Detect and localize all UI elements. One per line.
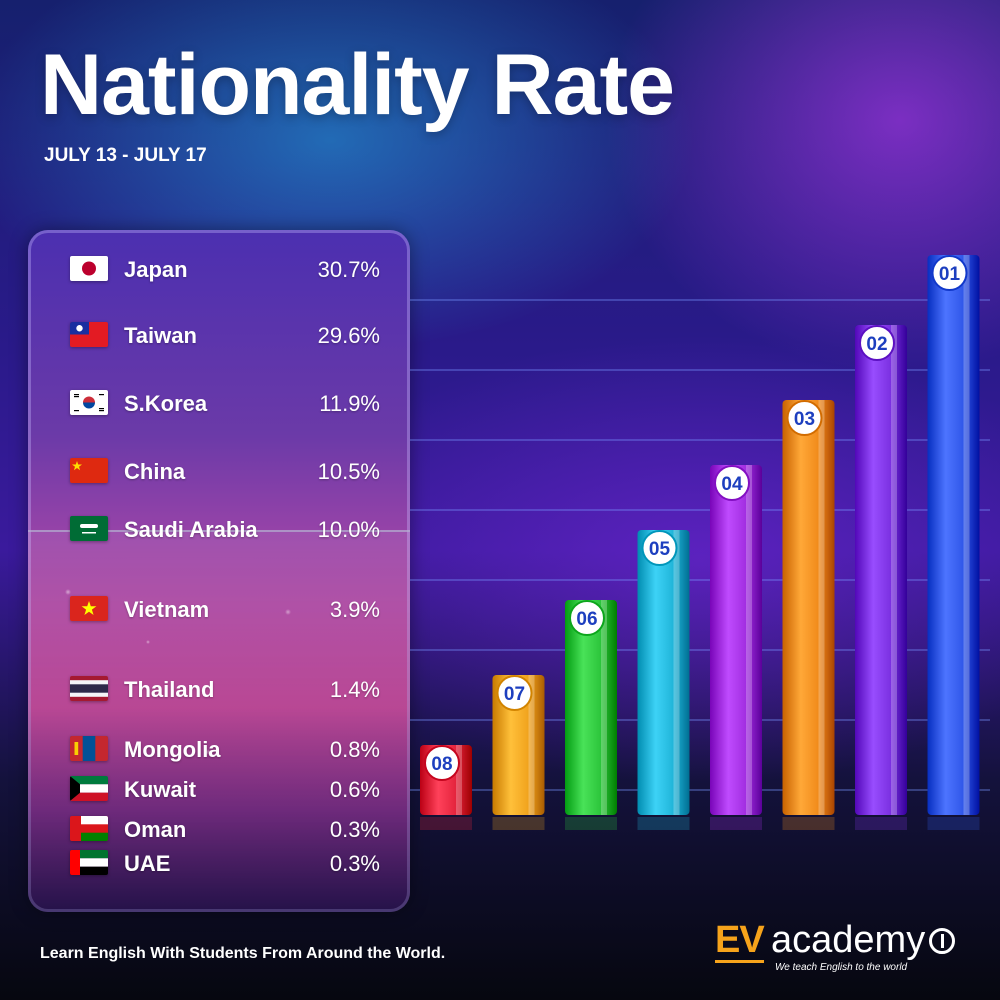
country-name: Kuwait bbox=[124, 777, 197, 802]
country-name: Mongolia bbox=[124, 737, 221, 762]
table-row: China 10.5% bbox=[28, 450, 410, 490]
rank-label: 07 bbox=[504, 684, 525, 705]
rank-badge bbox=[496, 675, 533, 711]
bar-rank-04 bbox=[710, 465, 762, 815]
water-decoration bbox=[28, 530, 410, 912]
rank-label: 01 bbox=[939, 264, 961, 285]
logo-academy: academy bbox=[771, 919, 926, 961]
kuwait-flag-icon bbox=[70, 776, 108, 801]
bar-highlight bbox=[746, 465, 752, 815]
bar-highlight bbox=[818, 400, 825, 815]
ranking-bar-chart: 08 07 06 05 04 03 02 01 bbox=[410, 255, 990, 830]
rank-badge bbox=[786, 400, 823, 436]
bar-reflection bbox=[565, 817, 617, 830]
rank-label: 04 bbox=[721, 474, 743, 495]
evacademy-logo: EV academy We teach English to the world bbox=[715, 920, 965, 980]
table-row: Taiwan 29.6% bbox=[28, 314, 410, 354]
logo-tagline: We teach English to the world bbox=[775, 962, 908, 973]
saudi-arabia-flag-icon bbox=[70, 516, 108, 541]
country-name: Oman bbox=[124, 817, 187, 842]
footer-tagline: Learn English With Students From Around … bbox=[40, 945, 446, 962]
rank-label: 03 bbox=[794, 409, 815, 430]
rank-label: 08 bbox=[431, 754, 452, 775]
rank-badge bbox=[859, 325, 895, 361]
bar-highlight bbox=[601, 600, 607, 815]
country-name: Vietnam bbox=[124, 597, 210, 622]
china-flag-icon bbox=[70, 458, 108, 483]
bar-rank-03 bbox=[782, 400, 835, 815]
rank-badge bbox=[569, 600, 605, 636]
bar-reflection bbox=[710, 817, 762, 830]
rank-label: 06 bbox=[576, 609, 597, 630]
country-percent: 0.3% bbox=[329, 817, 380, 842]
table-row: S.Korea 11.9% bbox=[28, 382, 410, 422]
country-percent: 1.4% bbox=[329, 677, 380, 702]
rank-badge bbox=[641, 530, 678, 566]
bar-rank-05 bbox=[637, 530, 690, 815]
japan-flag-icon bbox=[70, 256, 108, 281]
country-percent: 11.9% bbox=[319, 391, 380, 416]
country-name: Saudi Arabia bbox=[124, 517, 258, 542]
logo-globe-icon bbox=[929, 928, 955, 954]
table-row: Kuwait 0.6% bbox=[28, 768, 410, 808]
country-percent: 10.0% bbox=[317, 517, 380, 542]
bar-reflection bbox=[855, 817, 907, 830]
country-percent: 10.5% bbox=[317, 459, 380, 484]
bar-rank-01 bbox=[927, 255, 980, 815]
country-name: S.Korea bbox=[124, 391, 208, 416]
bar-reflection bbox=[420, 817, 472, 830]
bar-reflection bbox=[637, 817, 690, 830]
vietnam-flag-icon bbox=[70, 596, 108, 621]
bar-rank-06 bbox=[565, 600, 617, 815]
oman-flag-icon bbox=[70, 816, 108, 841]
country-name: China bbox=[124, 459, 186, 484]
rank-label: 05 bbox=[649, 539, 671, 560]
bar-highlight bbox=[963, 255, 970, 815]
bar-reflection bbox=[492, 817, 545, 830]
south-korea-flag-icon bbox=[70, 390, 108, 415]
rank-label: 02 bbox=[866, 334, 887, 355]
rank-badge bbox=[714, 465, 750, 501]
country-percent: 29.6% bbox=[317, 323, 380, 348]
mongolia-flag-icon bbox=[70, 736, 108, 761]
country-name: UAE bbox=[124, 851, 171, 876]
rank-badge bbox=[931, 255, 968, 291]
bar-highlight bbox=[456, 745, 462, 815]
thailand-flag-icon bbox=[70, 676, 108, 701]
taiwan-flag-icon bbox=[70, 322, 108, 347]
country-percent: 0.3% bbox=[329, 851, 380, 876]
bar-rank-07 bbox=[492, 675, 545, 815]
table-row: Oman 0.3% bbox=[28, 808, 410, 848]
table-row: Vietnam 3.9% bbox=[28, 588, 410, 628]
table-row: Saudi Arabia 10.0% bbox=[28, 508, 410, 548]
logo-ev: EV bbox=[715, 919, 765, 963]
bar-reflection bbox=[927, 817, 980, 830]
country-name: Japan bbox=[124, 257, 188, 282]
country-percent: 0.6% bbox=[329, 777, 380, 802]
rank-badge bbox=[424, 745, 460, 781]
country-name: Taiwan bbox=[124, 323, 197, 348]
bar-highlight bbox=[891, 325, 897, 815]
page-title: Nationality Rate bbox=[40, 37, 675, 133]
table-row: Mongolia 0.8% bbox=[28, 728, 410, 768]
bar-highlight bbox=[528, 675, 535, 815]
country-percent: 3.9% bbox=[329, 597, 380, 622]
nationality-table: Japan 30.7% Taiwan 29.6% S.Korea 11.9% China 10… bbox=[28, 230, 410, 912]
table-row: Japan 30.7% bbox=[28, 248, 410, 288]
bar-rank-02 bbox=[855, 325, 907, 815]
date-range: JULY 13 - JULY 17 bbox=[44, 145, 207, 166]
country-percent: 30.7% bbox=[317, 257, 380, 282]
bar-reflection bbox=[782, 817, 835, 830]
uae-flag-icon bbox=[70, 850, 108, 875]
table-row: Thailand 1.4% bbox=[28, 668, 410, 708]
country-name: Thailand bbox=[124, 677, 215, 702]
bar-highlight bbox=[673, 530, 680, 815]
table-row: UAE 0.3% bbox=[28, 842, 410, 882]
country-percent: 0.8% bbox=[329, 737, 380, 762]
